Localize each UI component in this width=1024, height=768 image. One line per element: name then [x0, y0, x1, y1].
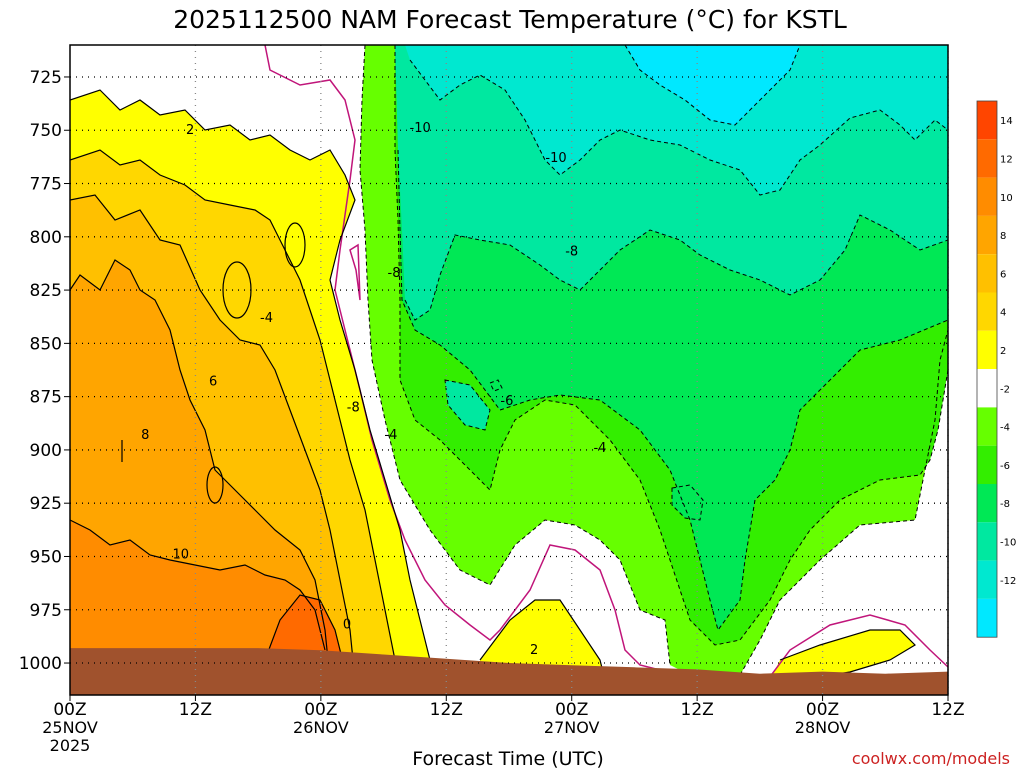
chart-title: 2025112500 NAM Forecast Temperature (°C)…	[173, 5, 847, 34]
contour-label: -4	[384, 428, 397, 443]
zero-contour-tip	[349, 243, 361, 301]
y-tick-label: 850	[30, 334, 62, 354]
colorbar: 14 12 10 8 6 4 2 -2 -4 -6 -8 -10 -12	[976, 100, 1016, 638]
contour-label: -10	[410, 121, 431, 136]
contour-label: -10	[545, 151, 566, 166]
y-tick-label: 1000	[19, 654, 62, 674]
y-tick-label: 975	[30, 601, 62, 621]
colorbar-bin	[977, 101, 997, 140]
zero-contour-right	[759, 614, 948, 691]
x-date-label: 27NOV	[544, 718, 600, 737]
colorbar-bin	[977, 215, 997, 255]
x-date-label: 25NOV	[42, 718, 98, 737]
x-tick-label: 12Z	[681, 700, 714, 720]
x-tick-label: 12Z	[430, 700, 463, 720]
colorbar-bin	[977, 560, 997, 599]
contour-labels: 2 6 8 10 -4 0 -8 -8 -4 -10 -6 -10 -8 -4 2	[141, 121, 606, 658]
colorbar-tick-label: 12	[1000, 154, 1013, 165]
y-tick-label: 775	[30, 175, 62, 195]
warm-isotherms	[70, 89, 916, 691]
field-blob-minus8	[445, 380, 490, 430]
colorbar-tick-label: 4	[1000, 308, 1006, 319]
colorbar-bin	[977, 484, 997, 523]
x-tick-label: 00Z	[53, 700, 86, 720]
field-neg12-neg10	[405, 45, 948, 195]
contour-label: 2	[186, 123, 194, 138]
x-tick-label: 00Z	[304, 700, 337, 720]
colorbar-bin	[977, 369, 997, 408]
y-tick-label: 900	[30, 441, 62, 461]
colorbar-tick-label: -12	[1000, 576, 1016, 587]
contour-label: 8	[141, 428, 149, 443]
colorbar-bin	[977, 330, 997, 370]
colorbar-bin	[977, 292, 997, 331]
contour-label: -8	[565, 245, 578, 260]
colorbar-bin	[977, 407, 997, 446]
x-year-label: 2025	[50, 736, 91, 755]
contour-label: 2	[530, 643, 538, 658]
contour-label: -8	[347, 400, 360, 415]
colorbar-bin	[977, 522, 997, 561]
contour-label: -6	[500, 394, 513, 409]
field-neg14-neg12	[625, 45, 800, 125]
colorbar-tick-label: 14	[1000, 116, 1013, 127]
colorbar-tick-label: 8	[1000, 231, 1006, 242]
contour-label: 6	[209, 375, 217, 390]
colorbar-tick-label: 10	[1000, 193, 1013, 204]
colorbar-bin	[977, 598, 997, 638]
plot-frame	[69, 44, 949, 696]
colorbar-tick-label: 6	[1000, 269, 1006, 280]
colorbar-tick-label: -6	[1000, 461, 1010, 472]
y-tick-label: 875	[30, 388, 62, 408]
ground-surface	[70, 648, 948, 695]
x-tick-label: 00Z	[555, 700, 588, 720]
zero-contour-main	[264, 45, 661, 671]
contour-label: 0	[343, 618, 351, 633]
x-date-label: 26NOV	[293, 718, 349, 737]
colorbar-tick-label: 2	[1000, 346, 1006, 357]
contour-label: -4	[593, 441, 606, 456]
y-tick-label: 750	[30, 121, 62, 141]
contour-label: -4	[260, 311, 273, 326]
x-tick-label: 12Z	[179, 700, 212, 720]
colorbar-bin	[977, 177, 997, 216]
cold-isotherms	[359, 45, 948, 676]
x-axis-label: Forecast Time (UTC)	[412, 748, 603, 768]
chart-grid	[70, 45, 949, 695]
y-tick-label: 950	[30, 547, 62, 567]
y-tick-label: 925	[30, 494, 62, 514]
colorbar-tick-label: -8	[1000, 499, 1010, 510]
colorbar-frame	[976, 100, 998, 638]
y-tick-label: 825	[30, 281, 62, 301]
contour-label: -8	[388, 266, 401, 281]
y-tick-label: 725	[30, 68, 62, 88]
temperature-fields	[70, 45, 948, 695]
contour-label: 10	[173, 547, 190, 562]
colorbar-bin	[977, 139, 997, 178]
colorbar-tick-label: -10	[1000, 537, 1016, 548]
credit-link[interactable]: coolwx.com/models	[852, 749, 1010, 768]
y-axis: 725 750 775 800 825 850 875 900 925 950 975 1000	[19, 68, 70, 674]
colorbar-bin	[977, 254, 997, 293]
x-tick-label: 12Z	[931, 700, 964, 720]
x-tick-label: 00Z	[806, 700, 839, 720]
y-tick-label: 800	[30, 228, 62, 248]
x-date-label: 28NOV	[795, 718, 851, 737]
colorbar-tick-label: -2	[1000, 384, 1010, 395]
colorbar-bin	[977, 445, 997, 484]
colorbar-tick-label: -4	[1000, 423, 1010, 434]
